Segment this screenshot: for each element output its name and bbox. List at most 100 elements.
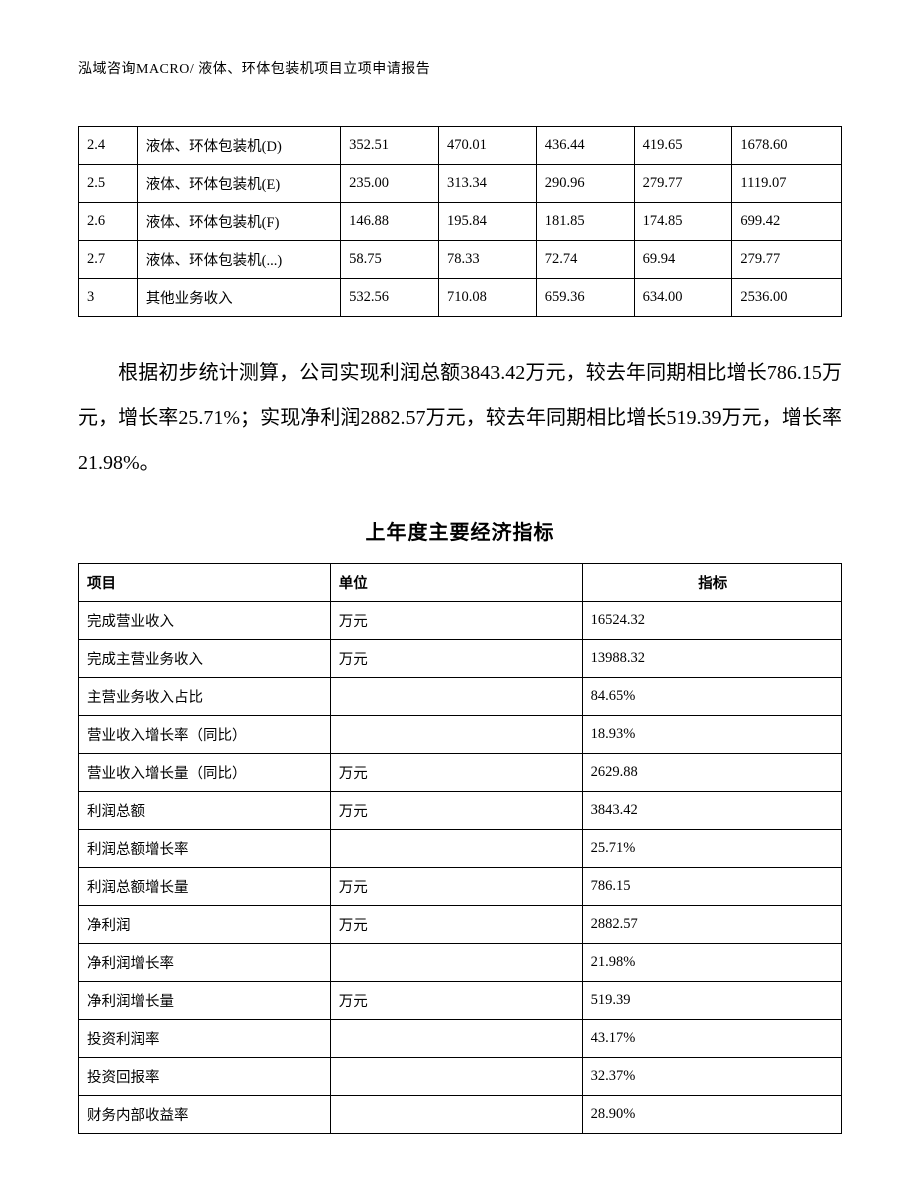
table-cell: 532.56 — [341, 279, 439, 317]
table-row: 完成营业收入万元16524.32 — [79, 602, 842, 640]
table-cell: 25.71% — [582, 830, 841, 868]
col-header-value: 指标 — [582, 564, 841, 602]
table-row: 营业收入增长量（同比）万元2629.88 — [79, 754, 842, 792]
table-cell: 财务内部收益率 — [79, 1096, 331, 1134]
table-row: 完成主营业务收入万元13988.32 — [79, 640, 842, 678]
table-row: 利润总额增长率 25.71% — [79, 830, 842, 868]
table-row: 2.4液体、环体包装机(D)352.51470.01436.44419.6516… — [79, 127, 842, 165]
table-cell — [330, 830, 582, 868]
table-cell: 完成营业收入 — [79, 602, 331, 640]
page-header: 泓域咨询MACRO/ 液体、环体包装机项目立项申请报告 — [78, 58, 842, 78]
table-cell: 659.36 — [536, 279, 634, 317]
table-cell: 液体、环体包装机(...) — [137, 241, 340, 279]
table-row: 3其他业务收入532.56710.08659.36634.002536.00 — [79, 279, 842, 317]
table-cell: 43.17% — [582, 1020, 841, 1058]
revenue-breakdown-table: 2.4液体、环体包装机(D)352.51470.01436.44419.6516… — [78, 126, 842, 317]
table-cell: 营业收入增长率（同比） — [79, 716, 331, 754]
table-row: 投资利润率 43.17% — [79, 1020, 842, 1058]
table-cell: 2882.57 — [582, 906, 841, 944]
table-cell: 146.88 — [341, 203, 439, 241]
table-row: 营业收入增长率（同比） 18.93% — [79, 716, 842, 754]
table-cell: 1678.60 — [732, 127, 842, 165]
table-cell: 万元 — [330, 868, 582, 906]
table-cell: 液体、环体包装机(D) — [137, 127, 340, 165]
table-cell: 13988.32 — [582, 640, 841, 678]
table-cell: 69.94 — [634, 241, 732, 279]
table-cell: 利润总额 — [79, 792, 331, 830]
table-cell: 液体、环体包装机(E) — [137, 165, 340, 203]
table-row: 2.5液体、环体包装机(E)235.00313.34290.96279.7711… — [79, 165, 842, 203]
table-cell: 净利润增长率 — [79, 944, 331, 982]
table-cell — [330, 1020, 582, 1058]
table-row: 净利润增长率 21.98% — [79, 944, 842, 982]
table-cell: 699.42 — [732, 203, 842, 241]
table-cell: 1119.07 — [732, 165, 842, 203]
table-cell: 279.77 — [634, 165, 732, 203]
table-cell: 78.33 — [438, 241, 536, 279]
table-cell: 84.65% — [582, 678, 841, 716]
table-cell: 18.93% — [582, 716, 841, 754]
section-title: 上年度主要经济指标 — [78, 516, 842, 545]
table-row: 主营业务收入占比 84.65% — [79, 678, 842, 716]
table-cell — [330, 1096, 582, 1134]
table-cell: 2536.00 — [732, 279, 842, 317]
page: 泓域咨询MACRO/ 液体、环体包装机项目立项申请报告 2.4液体、环体包装机(… — [0, 0, 920, 1194]
table-cell: 万元 — [330, 792, 582, 830]
table-cell: 净利润 — [79, 906, 331, 944]
table-cell — [330, 716, 582, 754]
table-cell: 2.6 — [79, 203, 138, 241]
table-row: 投资回报率 32.37% — [79, 1058, 842, 1096]
col-header-item: 项目 — [79, 564, 331, 602]
summary-paragraph-text: 根据初步统计测算，公司实现利润总额3843.42万元，较去年同期相比增长786.… — [78, 362, 842, 474]
table-header-row: 项目 单位 指标 — [79, 564, 842, 602]
table-cell: 完成主营业务收入 — [79, 640, 331, 678]
table-cell: 72.74 — [536, 241, 634, 279]
table-cell: 万元 — [330, 754, 582, 792]
table-cell: 3 — [79, 279, 138, 317]
table-cell: 58.75 — [341, 241, 439, 279]
table-cell: 16524.32 — [582, 602, 841, 640]
table-row: 净利润增长量万元519.39 — [79, 982, 842, 1020]
table-cell: 21.98% — [582, 944, 841, 982]
table-cell: 万元 — [330, 640, 582, 678]
table-cell: 419.65 — [634, 127, 732, 165]
table-cell: 投资回报率 — [79, 1058, 331, 1096]
table-cell: 投资利润率 — [79, 1020, 331, 1058]
table-cell: 2.4 — [79, 127, 138, 165]
table-cell: 313.34 — [438, 165, 536, 203]
table-cell: 195.84 — [438, 203, 536, 241]
table-row: 财务内部收益率 28.90% — [79, 1096, 842, 1134]
table-cell: 万元 — [330, 906, 582, 944]
table-cell: 主营业务收入占比 — [79, 678, 331, 716]
table-cell: 2.5 — [79, 165, 138, 203]
indicators-table: 项目 单位 指标 完成营业收入万元16524.32完成主营业务收入万元13988… — [78, 563, 842, 1134]
table-cell: 519.39 — [582, 982, 841, 1020]
table-cell: 3843.42 — [582, 792, 841, 830]
table-cell: 290.96 — [536, 165, 634, 203]
table-cell — [330, 944, 582, 982]
table-cell: 万元 — [330, 982, 582, 1020]
table-cell — [330, 678, 582, 716]
table-cell: 786.15 — [582, 868, 841, 906]
table-row: 2.6液体、环体包装机(F)146.88195.84181.85174.8569… — [79, 203, 842, 241]
table-cell: 利润总额增长率 — [79, 830, 331, 868]
table-cell: 2.7 — [79, 241, 138, 279]
col-header-unit: 单位 — [330, 564, 582, 602]
table-row: 净利润万元2882.57 — [79, 906, 842, 944]
table-cell: 436.44 — [536, 127, 634, 165]
table-cell: 470.01 — [438, 127, 536, 165]
table-cell: 其他业务收入 — [137, 279, 340, 317]
table-cell — [330, 1058, 582, 1096]
table-cell: 28.90% — [582, 1096, 841, 1134]
table-cell: 634.00 — [634, 279, 732, 317]
table-cell: 营业收入增长量（同比） — [79, 754, 331, 792]
table-cell: 液体、环体包装机(F) — [137, 203, 340, 241]
table-cell: 279.77 — [732, 241, 842, 279]
table-cell: 32.37% — [582, 1058, 841, 1096]
table-cell: 利润总额增长量 — [79, 868, 331, 906]
summary-paragraph: 根据初步统计测算，公司实现利润总额3843.42万元，较去年同期相比增长786.… — [78, 351, 842, 486]
table-row: 2.7液体、环体包装机(...)58.7578.3372.7469.94279.… — [79, 241, 842, 279]
table-cell: 235.00 — [341, 165, 439, 203]
table-cell: 710.08 — [438, 279, 536, 317]
table-cell: 万元 — [330, 602, 582, 640]
